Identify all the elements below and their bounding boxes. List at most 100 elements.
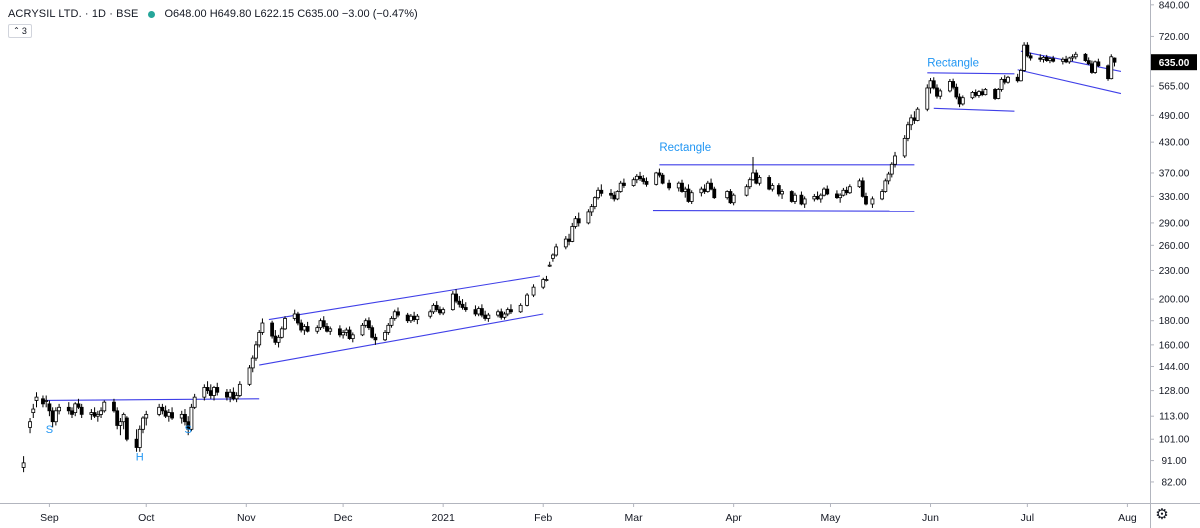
candle-up[interactable] [1006, 75, 1010, 84]
candle-down[interactable] [296, 311, 300, 326]
candle-down[interactable] [160, 403, 165, 415]
candle-down[interactable] [1096, 58, 1101, 68]
candle-down[interactable] [680, 179, 684, 193]
candle-down[interactable] [835, 190, 839, 199]
candle-up[interactable] [883, 178, 888, 193]
candle-up[interactable] [570, 222, 575, 243]
candle-up[interactable] [428, 309, 433, 319]
candle-down[interactable] [860, 177, 865, 198]
candle-up[interactable] [415, 313, 420, 325]
candle-down[interactable] [951, 78, 956, 90]
candle-up[interactable] [486, 312, 491, 322]
candle-up[interactable] [431, 303, 436, 314]
candle-down[interactable] [712, 186, 717, 199]
candle-up[interactable] [822, 187, 826, 197]
candle-up[interactable] [250, 355, 255, 373]
candle-up[interactable] [247, 365, 252, 386]
candle-down[interactable] [92, 407, 97, 419]
candle-up[interactable] [857, 178, 862, 188]
candle-down[interactable] [41, 395, 45, 408]
candle-up[interactable] [947, 79, 952, 93]
candle-down[interactable] [957, 93, 962, 108]
candle-up[interactable] [841, 187, 846, 197]
candle-down[interactable] [270, 320, 275, 339]
candle-up[interactable] [573, 215, 578, 229]
candle-down[interactable] [463, 302, 468, 312]
candle-up[interactable] [137, 425, 142, 452]
candle-down[interactable] [367, 317, 371, 331]
candle-up[interactable] [292, 309, 297, 321]
candle-up[interactable] [1070, 54, 1075, 62]
candle-down[interactable] [973, 89, 978, 98]
candle-down[interactable] [1064, 55, 1068, 64]
candle-up[interactable] [925, 84, 930, 112]
candle-up[interactable] [44, 395, 49, 408]
candle-up[interactable] [838, 193, 843, 203]
candle-up[interactable] [889, 162, 894, 178]
candle-down[interactable] [434, 301, 439, 312]
candle-down[interactable] [815, 191, 820, 201]
candle-up[interactable] [102, 400, 107, 413]
candle-up[interactable] [544, 275, 549, 282]
candle-up[interactable] [960, 95, 965, 106]
candle-up[interactable] [547, 261, 552, 267]
pattern-annotation[interactable]: S [46, 424, 53, 436]
trendline[interactable] [933, 107, 1015, 112]
candle-down[interactable] [935, 84, 939, 99]
trendline[interactable] [268, 275, 541, 321]
candle-up[interactable] [144, 410, 149, 426]
candle-down[interactable] [660, 172, 665, 185]
candle-up[interactable] [450, 291, 455, 311]
candle-up[interactable] [780, 189, 784, 199]
candle-down[interactable] [576, 212, 581, 227]
candle-down[interactable] [79, 403, 84, 419]
candle-down[interactable] [337, 325, 342, 338]
candle-down[interactable] [567, 233, 571, 246]
candle-up[interactable] [73, 402, 78, 417]
candle-up[interactable] [676, 181, 681, 192]
candle-down[interactable] [709, 178, 713, 191]
candle-down[interactable] [1090, 60, 1094, 74]
candle-up[interactable] [441, 307, 446, 316]
candle-up[interactable] [1018, 68, 1023, 82]
candle-down[interactable] [1025, 42, 1030, 58]
candle-up[interactable] [389, 316, 394, 328]
candle-down[interactable] [1112, 57, 1117, 67]
candle-down[interactable] [993, 87, 997, 101]
candle-up[interactable] [915, 107, 920, 122]
candle-up[interactable] [279, 326, 284, 339]
candle-down[interactable] [454, 289, 458, 304]
candle-up[interactable] [818, 193, 823, 203]
candle-up[interactable] [237, 381, 242, 398]
candle-down[interactable] [483, 310, 488, 321]
candle-down[interactable] [163, 405, 168, 419]
candle-up[interactable] [21, 456, 26, 473]
candle-up[interactable] [1060, 57, 1065, 65]
candle-down[interactable] [1086, 57, 1091, 66]
candle-down[interactable] [299, 319, 304, 333]
candle-up[interactable] [596, 187, 600, 200]
candle-up[interactable] [525, 293, 529, 307]
candle-up[interactable] [318, 318, 323, 331]
candle-down[interactable] [438, 306, 442, 316]
gear-icon[interactable]: ⚙ [1155, 506, 1169, 523]
candle-up[interactable] [744, 184, 749, 197]
candle-up[interactable] [1109, 54, 1114, 80]
candle-down[interactable] [789, 190, 794, 203]
candle-up[interactable] [615, 190, 620, 201]
candle-down[interactable] [954, 83, 959, 100]
candle-up[interactable] [793, 192, 797, 205]
candle-up[interactable] [751, 156, 755, 181]
candle-up[interactable] [141, 416, 145, 434]
candle-up[interactable] [408, 313, 413, 324]
candle-down[interactable] [1106, 64, 1110, 81]
candle-down[interactable] [480, 304, 484, 318]
candle-down[interactable] [799, 191, 804, 206]
candle-up[interactable] [1093, 60, 1098, 74]
candle-up[interactable] [328, 326, 333, 335]
candle-down[interactable] [864, 192, 868, 206]
candle-down[interactable] [325, 323, 329, 333]
candle-down[interactable] [66, 402, 71, 415]
candle-down[interactable] [1002, 75, 1007, 85]
candle-up[interactable] [699, 186, 704, 197]
